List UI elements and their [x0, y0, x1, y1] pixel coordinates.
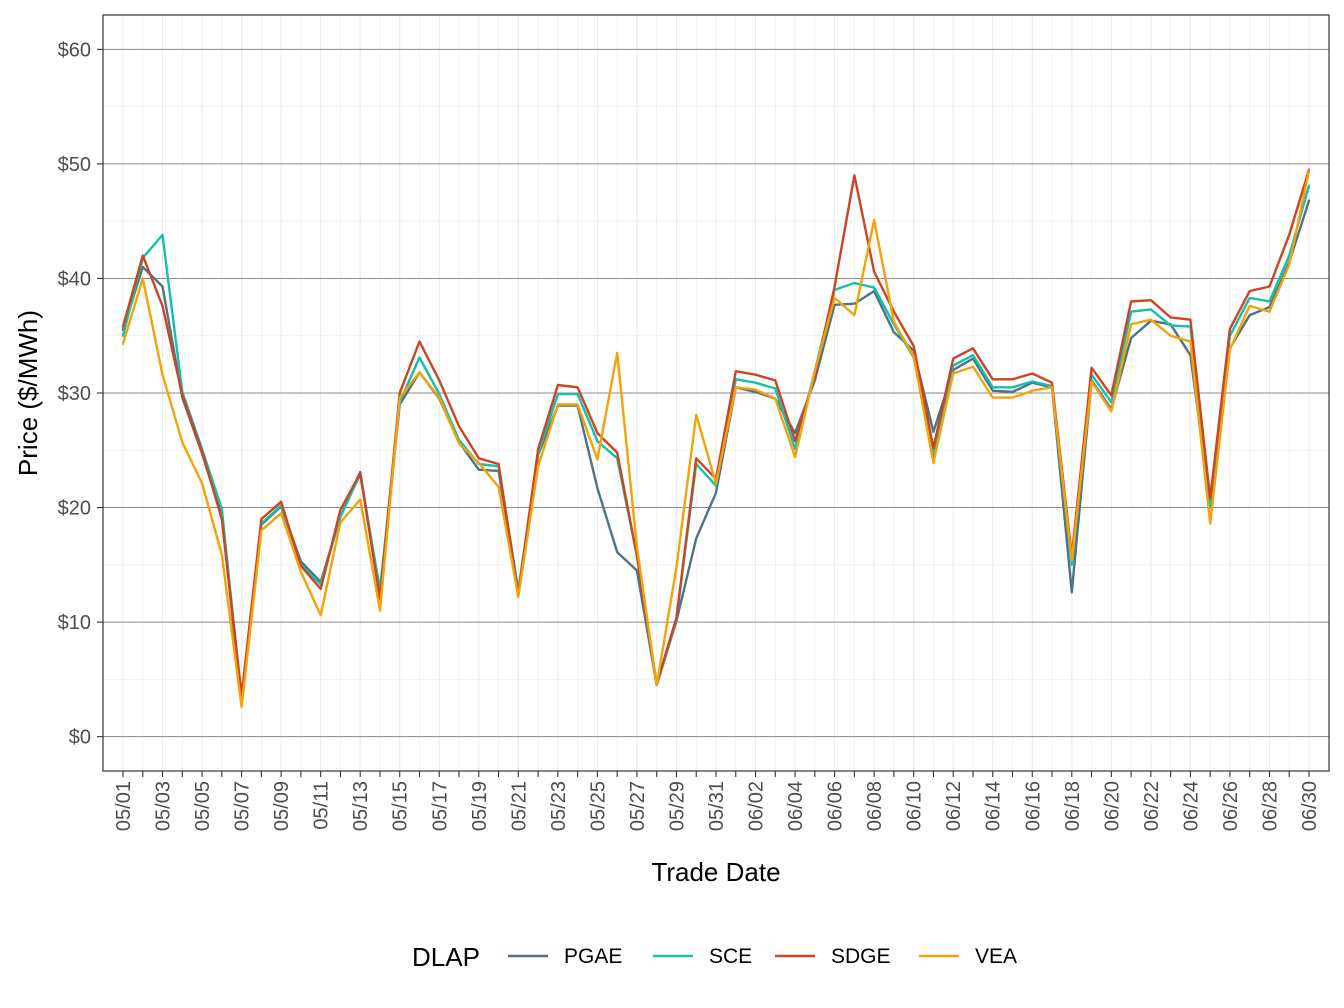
y-tick-label: $30: [58, 383, 91, 405]
x-tick-label: 06/06: [825, 781, 847, 831]
x-axis: 05/01 05/03 05/05 05/07 05/09 05/11 05/13 05/15…: [113, 771, 1321, 831]
x-tick-label: 06/10: [904, 781, 926, 831]
x-tick-label: 06/22: [1141, 781, 1163, 831]
legend-label-vea: VEA: [975, 945, 1017, 968]
x-tick-label: 05/21: [508, 781, 530, 831]
legend: DLAP PGAE SCE SDGE VEA: [412, 942, 1017, 972]
x-tick-label: 05/31: [706, 781, 728, 831]
x-tick-label: 05/27: [627, 781, 649, 831]
y-tick-label: $20: [58, 498, 91, 520]
x-tick-label: 05/19: [469, 781, 491, 831]
x-tick-label: 06/16: [1022, 781, 1044, 831]
x-tick-label: 06/14: [983, 781, 1005, 831]
x-tick-label: 05/17: [429, 781, 451, 831]
x-tick-label: 06/30: [1299, 781, 1321, 831]
x-tick-label: 05/23: [548, 781, 570, 831]
x-axis-title: Trade Date: [651, 857, 780, 887]
x-tick-label: 06/12: [943, 781, 965, 831]
x-tick-label: 05/05: [192, 781, 214, 831]
y-tick-label: $40: [58, 268, 91, 290]
y-tick-label: $10: [58, 612, 91, 634]
legend-label-sce: SCE: [709, 945, 752, 968]
x-tick-label: 06/02: [746, 781, 768, 831]
x-tick-label: 05/09: [271, 781, 293, 831]
x-tick-label: 05/07: [232, 781, 254, 831]
legend-label-sdge: SDGE: [831, 945, 891, 968]
x-tick-label: 06/08: [864, 781, 886, 831]
x-tick-label: 05/11: [311, 781, 333, 830]
y-tick-label: $0: [69, 727, 91, 749]
y-axis-title: Price ($/MWh): [13, 310, 43, 476]
y-tick-label: $50: [58, 154, 91, 176]
x-tick-label: 05/15: [390, 781, 412, 831]
x-tick-label: 06/18: [1062, 781, 1084, 831]
x-tick-label: 06/04: [785, 781, 807, 831]
x-tick-label: 06/20: [1101, 781, 1123, 831]
y-tick-label: $60: [58, 39, 91, 61]
x-tick-label: 05/13: [350, 781, 372, 831]
x-tick-label: 06/24: [1180, 781, 1202, 831]
x-tick-label: 05/29: [666, 781, 688, 831]
legend-label-pgae: PGAE: [564, 945, 622, 968]
x-tick-label: 05/03: [153, 781, 175, 831]
x-tick-label: 05/25: [587, 781, 609, 831]
x-tick-label: 06/26: [1220, 781, 1242, 831]
x-tick-label: 05/01: [113, 781, 135, 831]
legend-title: DLAP: [412, 942, 480, 972]
series-line-vea: [121, 169, 1311, 709]
y-axis: $0 $10 $20 $30 $40 $50 $60: [58, 39, 103, 749]
series-lines: [121, 168, 1311, 709]
x-tick-label: 06/28: [1259, 781, 1281, 831]
